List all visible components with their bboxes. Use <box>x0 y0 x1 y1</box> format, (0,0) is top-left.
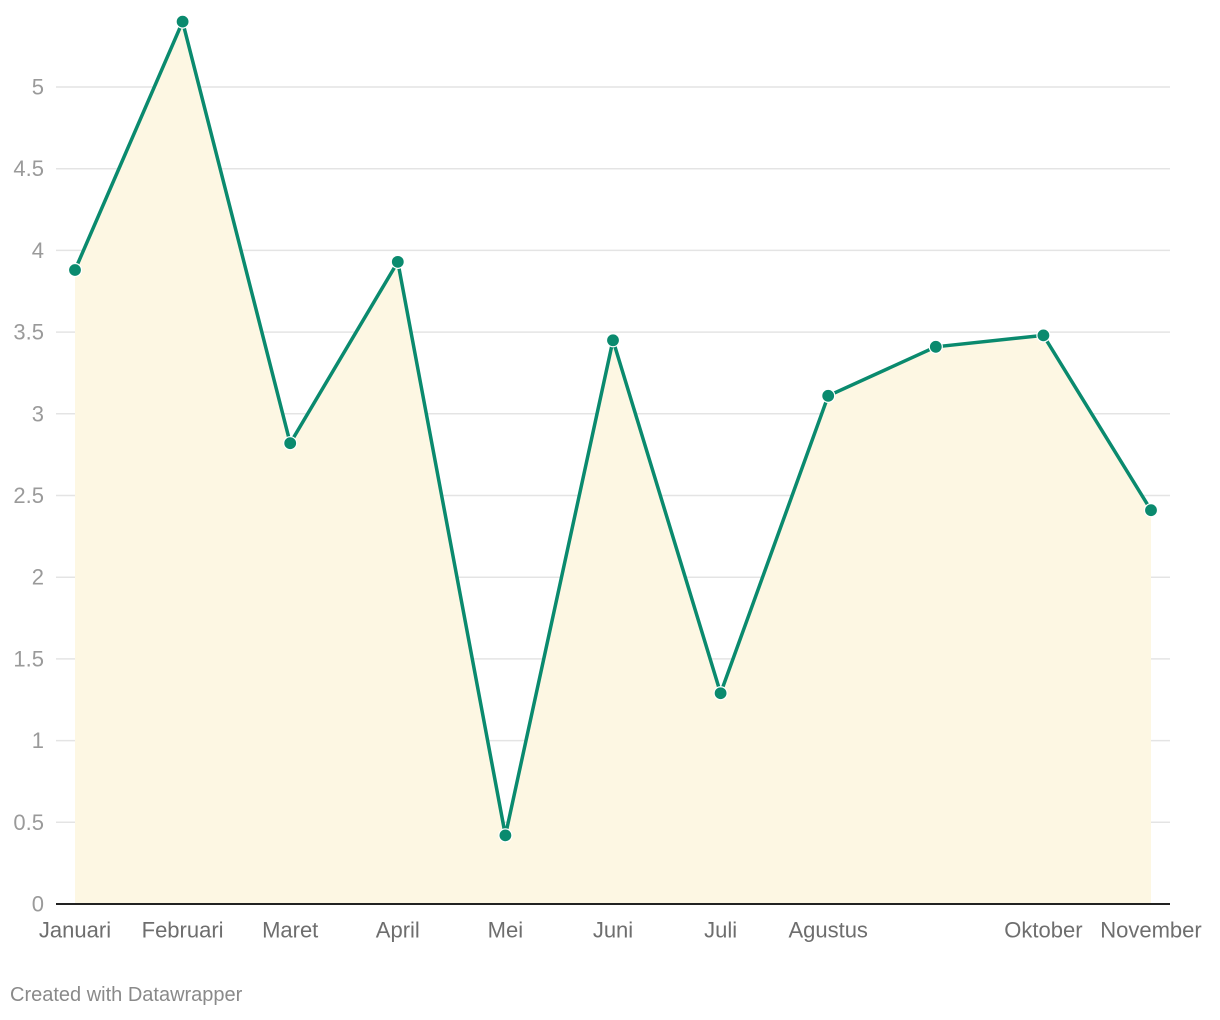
y-tick-label: 3 <box>32 401 44 426</box>
data-point <box>175 14 190 29</box>
data-points-group <box>67 14 1159 843</box>
y-tick-label: 3.5 <box>13 320 44 345</box>
y-tick-label: 1.5 <box>13 646 44 671</box>
y-tick-label: 5 <box>32 75 44 100</box>
x-tick-label: Maret <box>262 918 318 943</box>
data-point <box>67 262 83 278</box>
x-tick-label: Oktober <box>1004 918 1082 943</box>
y-tick-label: 2.5 <box>13 483 44 508</box>
x-axis-tick-labels: Januari Februari Maret April Mei Juni Juli Agus… <box>39 918 1202 943</box>
x-tick-label: Januari <box>39 918 111 943</box>
x-tick-label: April <box>376 918 420 943</box>
y-axis-tick-labels: 0 0.5 1 1.5 2 2.5 3 3.5 4 4.5 5 <box>13 75 44 917</box>
y-tick-label: 2 <box>32 565 44 590</box>
x-tick-label: Agustus <box>788 918 868 943</box>
data-point <box>498 828 513 843</box>
data-point <box>283 436 298 451</box>
area-fill-group <box>75 21 1151 904</box>
y-tick-label: 1 <box>32 728 44 753</box>
data-point <box>605 333 621 348</box>
data-point <box>390 254 405 269</box>
data-point <box>713 686 728 701</box>
data-point <box>821 388 836 403</box>
x-tick-label: November <box>1100 918 1201 943</box>
credit-text: Created with Datawrapper <box>10 984 243 1006</box>
y-tick-label: 0.5 <box>13 810 44 835</box>
y-tick-label: 0 <box>32 892 44 917</box>
y-tick-label: 4 <box>32 238 44 263</box>
x-tick-label: Juni <box>593 918 633 943</box>
data-point <box>928 339 943 354</box>
data-point <box>1036 328 1051 343</box>
x-tick-label: Mei <box>488 918 523 943</box>
x-tick-label: Februari <box>142 918 224 943</box>
data-point <box>1143 503 1159 518</box>
area-fill <box>75 21 1151 904</box>
y-tick-label: 4.5 <box>13 156 44 181</box>
x-tick-label: Juli <box>704 918 737 943</box>
